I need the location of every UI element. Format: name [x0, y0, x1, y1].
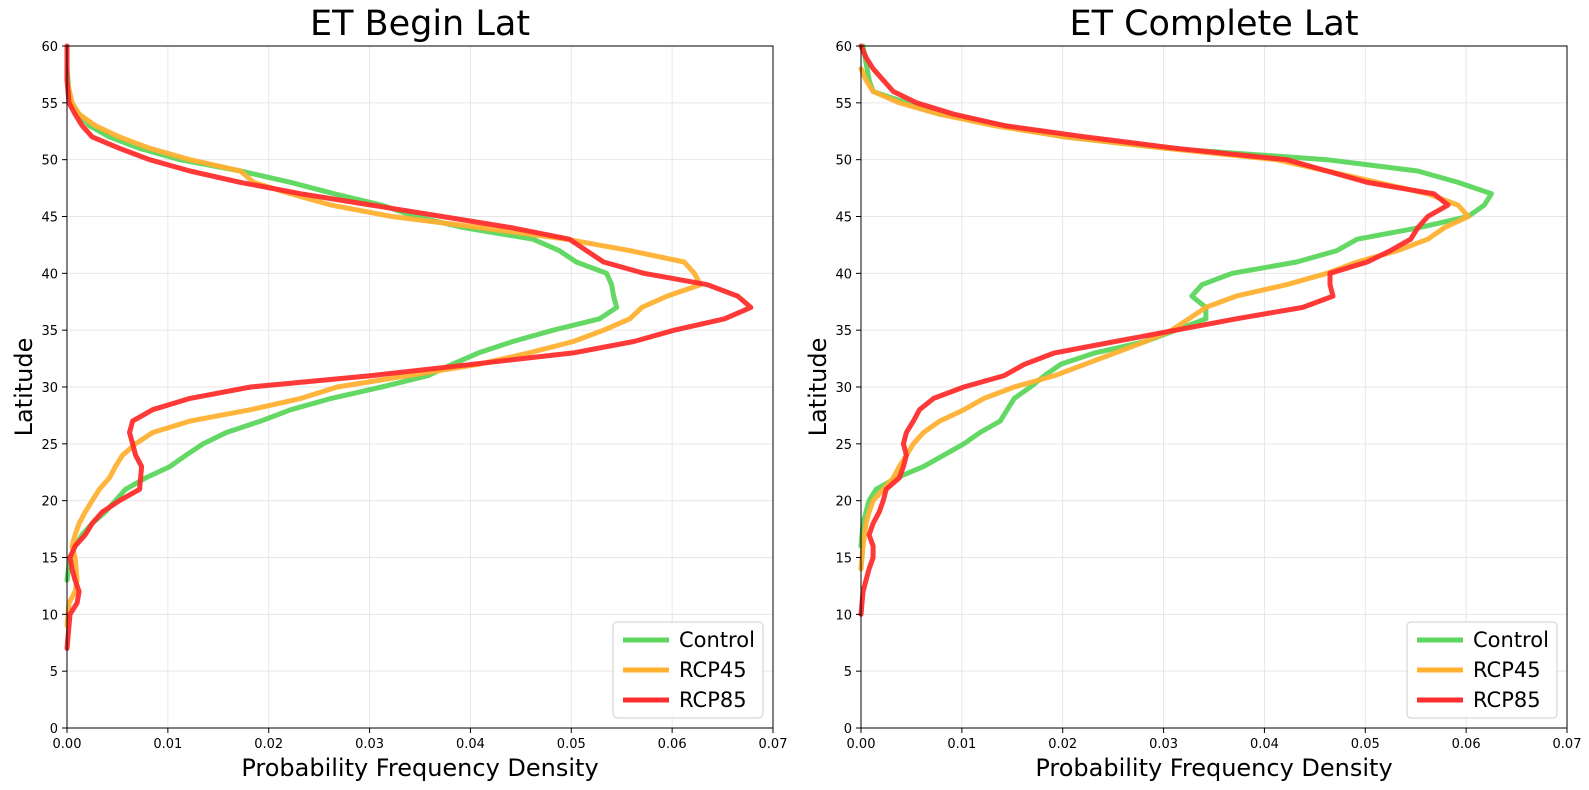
y-tick-label: 35 [835, 324, 852, 339]
x-tick-label: 0.02 [254, 737, 283, 752]
y-tick-label: 60 [41, 40, 58, 55]
chart-title: ET Complete Lat [1069, 4, 1358, 44]
x-tick-label: 0.06 [658, 737, 687, 752]
x-axis-label: Probability Frequency Density [1035, 754, 1392, 782]
y-tick-label: 15 [835, 552, 852, 567]
series-line-rcp45 [64, 77, 703, 629]
y-tick-label: 0 [50, 722, 58, 737]
y-axis-label: Latitude [10, 338, 38, 437]
y-tick-label: 45 [41, 211, 58, 226]
y-tick-label: 20 [835, 495, 852, 510]
y-tick-label: 10 [41, 608, 58, 623]
x-tick-label: 0.05 [1351, 737, 1380, 752]
series-line-rcp85 [64, 43, 754, 651]
y-tick-label: 55 [835, 97, 852, 112]
x-tick-label: 0.00 [847, 737, 876, 752]
legend-label-control: Control [1473, 628, 1549, 652]
x-tick-label: 0.06 [1452, 737, 1481, 752]
y-tick-label: 0 [844, 722, 852, 737]
y-tick-label: 5 [50, 665, 58, 680]
legend-label-control: Control [679, 628, 755, 652]
x-tick-label: 0.07 [1553, 737, 1582, 752]
y-tick-label: 15 [41, 552, 58, 567]
x-tick-label: 0.02 [1048, 737, 1077, 752]
y-tick-label: 20 [41, 495, 58, 510]
x-axis-label: Probability Frequency Density [241, 754, 598, 782]
y-tick-label: 55 [41, 97, 58, 112]
legend: Control RCP45 RCP85 [612, 621, 764, 719]
chart-panel-et-begin-lat: 0.00 0.01 0.02 0.03 0.04 0.05 0.06 0.07 0 5 10 15 20… [10, 4, 787, 782]
legend-label-rcp85: RCP85 [679, 688, 747, 712]
y-tick-label: 30 [41, 381, 58, 396]
y-tick-label: 50 [835, 154, 852, 169]
y-tick-label: 25 [835, 438, 852, 453]
y-tick-label: 45 [835, 211, 852, 226]
series-line-control [858, 43, 1494, 549]
y-tick-label: 50 [41, 154, 58, 169]
legend-label-rcp45: RCP45 [1473, 658, 1541, 682]
series-line-rcp85 [858, 43, 1451, 617]
y-tick-label: 40 [41, 267, 58, 282]
y-tick-label: 10 [835, 608, 852, 623]
x-tick-label: 0.00 [53, 737, 82, 752]
series-line-rcp45 [858, 66, 1471, 572]
y-axis-label: Latitude [804, 338, 832, 437]
x-tick-label: 0.01 [947, 737, 976, 752]
y-tick-label: 60 [835, 40, 852, 55]
chart-title: ET Begin Lat [310, 4, 530, 44]
legend-label-rcp45: RCP45 [679, 658, 747, 682]
y-tick-label: 30 [835, 381, 852, 396]
x-tick-label: 0.03 [1149, 737, 1178, 752]
y-tick-label: 35 [41, 324, 58, 339]
series-line-control [64, 66, 620, 583]
chart-panel-et-complete-lat: 0.00 0.01 0.02 0.03 0.04 0.05 0.06 0.07 0 5 10 15 20… [804, 4, 1581, 782]
legend: Control RCP45 RCP85 [1406, 621, 1558, 719]
legend-box [1406, 621, 1558, 719]
y-tick-label: 25 [41, 438, 58, 453]
x-tick-label: 0.04 [1250, 737, 1279, 752]
x-tick-label: 0.05 [557, 737, 586, 752]
y-tick-label: 5 [844, 665, 852, 680]
y-tick-label: 40 [835, 267, 852, 282]
x-tick-label: 0.03 [355, 737, 384, 752]
x-tick-label: 0.04 [456, 737, 485, 752]
x-tick-label: 0.01 [153, 737, 182, 752]
legend-box [612, 621, 764, 719]
x-tick-label: 0.07 [759, 737, 788, 752]
legend-label-rcp85: RCP85 [1473, 688, 1541, 712]
